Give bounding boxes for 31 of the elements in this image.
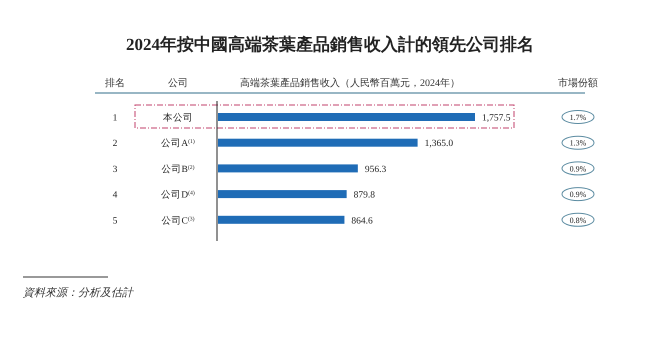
- data-label: 956.3: [364, 164, 386, 175]
- bar: [218, 190, 347, 198]
- text: 排名: [105, 77, 125, 89]
- text: 0.9%: [570, 190, 587, 200]
- text: 1.3%: [570, 138, 587, 148]
- text: 市場份額: [558, 77, 598, 89]
- text: 2: [112, 139, 118, 150]
- bar: [218, 113, 475, 121]
- text: 公司: [168, 77, 188, 89]
- data-label: 1,757.5: [482, 114, 511, 124]
- bar: [218, 164, 358, 172]
- text: 0.8%: [570, 216, 587, 225]
- data-label: 864.6: [351, 216, 374, 226]
- bar: [218, 216, 344, 224]
- text: 1.7%: [570, 113, 587, 122]
- source-note: 資料來源：分析及估計: [23, 286, 134, 299]
- text: 0.9%: [570, 164, 587, 174]
- chart-title: 2024年按中國高端茶葉產品銷售收入計的領先公司排名: [126, 35, 534, 54]
- y-tick-label: 本公司: [163, 112, 193, 124]
- text: 5: [112, 216, 118, 226]
- y-tick-label: 公司B$^{(2)}$: [162, 162, 195, 175]
- y-tick-label: 公司A$^{(1)}$: [161, 137, 195, 150]
- data-label: 1,365.0: [424, 139, 454, 150]
- y-tick-label: 公司C$^{(3)}$: [162, 214, 195, 226]
- text: 1: [112, 114, 118, 124]
- y-tick-label: 公司D$^{(4)}$: [161, 188, 195, 201]
- text: 3: [112, 164, 118, 175]
- data-label: 879.8: [354, 190, 376, 201]
- text: 4: [112, 190, 118, 201]
- x-axis-title: 高端茶葉產品銷售收入（人民幣百萬元，2024年）: [240, 77, 460, 89]
- bar: [218, 138, 418, 147]
